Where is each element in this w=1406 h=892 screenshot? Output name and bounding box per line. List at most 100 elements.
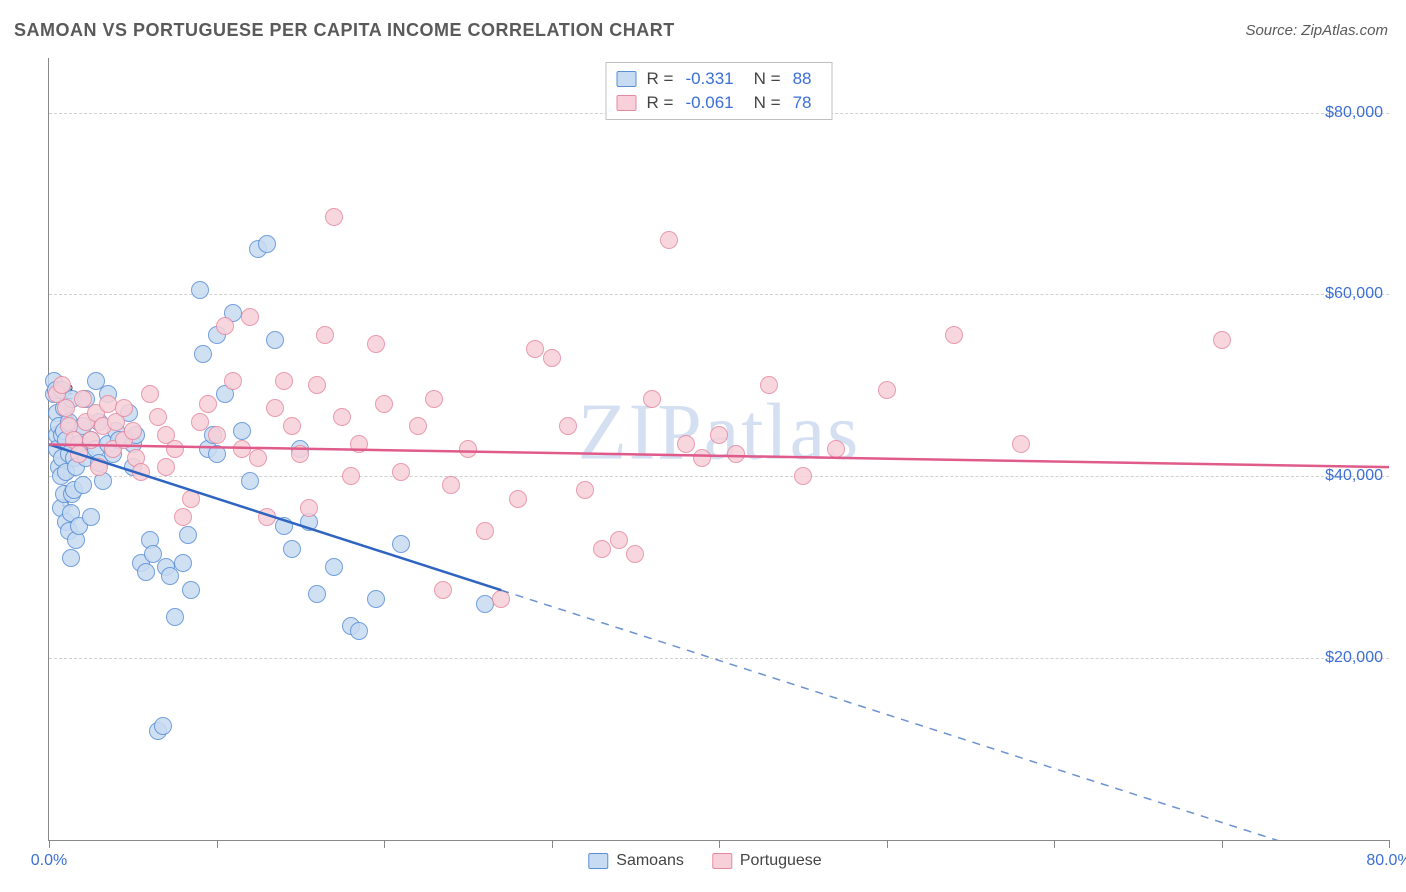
scatter-point xyxy=(459,440,477,458)
scatter-point xyxy=(593,540,611,558)
scatter-point xyxy=(233,422,251,440)
scatter-point xyxy=(182,490,200,508)
scatter-point xyxy=(208,445,226,463)
scatter-point xyxy=(367,590,385,608)
plot-area: ZIPatlas R =-0.331N =88R =-0.061N =78 Sa… xyxy=(48,58,1389,841)
scatter-point xyxy=(291,445,309,463)
scatter-point xyxy=(333,408,351,426)
legend-series-label: Samoans xyxy=(616,852,684,870)
r-value: -0.331 xyxy=(683,67,743,91)
scatter-point xyxy=(693,449,711,467)
scatter-point xyxy=(174,508,192,526)
legend-swatch xyxy=(617,95,637,111)
scatter-point xyxy=(677,435,695,453)
scatter-point xyxy=(194,345,212,363)
scatter-point xyxy=(124,422,142,440)
legend-series-item: Samoans xyxy=(588,852,684,870)
legend-swatch xyxy=(712,853,732,869)
scatter-point xyxy=(166,608,184,626)
scatter-point xyxy=(425,390,443,408)
legend-series-item: Portuguese xyxy=(712,852,822,870)
scatter-point xyxy=(266,399,284,417)
scatter-point xyxy=(191,413,209,431)
scatter-point xyxy=(392,535,410,553)
scatter-point xyxy=(945,326,963,344)
x-tick xyxy=(719,840,720,848)
scatter-point xyxy=(179,526,197,544)
scatter-point xyxy=(241,472,259,490)
scatter-point xyxy=(760,376,778,394)
scatter-point xyxy=(149,408,167,426)
scatter-point xyxy=(99,395,117,413)
scatter-point xyxy=(543,349,561,367)
series-legend: Samoans Portuguese xyxy=(588,852,821,870)
x-tick-label: 80.0% xyxy=(1366,852,1406,870)
chart-title: SAMOAN VS PORTUGUESE PER CAPITA INCOME C… xyxy=(14,20,675,41)
scatter-point xyxy=(199,395,217,413)
scatter-point xyxy=(161,567,179,585)
scatter-points-layer xyxy=(49,58,1389,840)
scatter-point xyxy=(559,417,577,435)
scatter-point xyxy=(308,376,326,394)
scatter-point xyxy=(794,467,812,485)
scatter-point xyxy=(325,558,343,576)
legend-swatch xyxy=(617,71,637,87)
scatter-point xyxy=(82,508,100,526)
scatter-point xyxy=(1213,331,1231,349)
r-value: -0.061 xyxy=(683,91,743,115)
scatter-point xyxy=(308,585,326,603)
scatter-point xyxy=(643,390,661,408)
scatter-point xyxy=(710,426,728,444)
scatter-point xyxy=(233,440,251,458)
scatter-point xyxy=(576,481,594,499)
r-label: R = xyxy=(647,67,674,91)
x-tick xyxy=(1054,840,1055,848)
scatter-point xyxy=(224,372,242,390)
scatter-point xyxy=(141,385,159,403)
scatter-point xyxy=(526,340,544,358)
scatter-point xyxy=(137,563,155,581)
x-tick xyxy=(217,840,218,848)
scatter-point xyxy=(258,508,276,526)
scatter-point xyxy=(375,395,393,413)
scatter-point xyxy=(476,595,494,613)
scatter-point xyxy=(878,381,896,399)
r-label: R = xyxy=(647,91,674,115)
scatter-point xyxy=(300,499,318,517)
n-value: 78 xyxy=(791,91,822,115)
scatter-point xyxy=(442,476,460,494)
scatter-point xyxy=(157,458,175,476)
scatter-point xyxy=(166,440,184,458)
scatter-point xyxy=(53,376,71,394)
scatter-point xyxy=(62,549,80,567)
correlation-legend: R =-0.331N =88R =-0.061N =78 xyxy=(606,62,833,120)
scatter-point xyxy=(115,399,133,417)
scatter-point xyxy=(283,417,301,435)
source-label: Source: ZipAtlas.com xyxy=(1245,22,1388,39)
scatter-point xyxy=(509,490,527,508)
scatter-point xyxy=(342,467,360,485)
scatter-point xyxy=(727,445,745,463)
scatter-point xyxy=(660,231,678,249)
scatter-point xyxy=(132,463,150,481)
x-tick xyxy=(1389,840,1390,848)
scatter-point xyxy=(316,326,334,344)
n-label: N = xyxy=(754,91,781,115)
scatter-point xyxy=(275,372,293,390)
x-tick xyxy=(49,840,50,848)
legend-stat-row: R = -0.061 N = 78 xyxy=(617,91,822,115)
scatter-point xyxy=(610,531,628,549)
scatter-point xyxy=(827,440,845,458)
n-label: N = xyxy=(754,67,781,91)
scatter-point xyxy=(266,331,284,349)
scatter-point xyxy=(208,426,226,444)
scatter-point xyxy=(626,545,644,563)
scatter-point xyxy=(1012,435,1030,453)
scatter-point xyxy=(174,554,192,572)
scatter-point xyxy=(241,308,259,326)
scatter-point xyxy=(434,581,452,599)
scatter-point xyxy=(154,717,172,735)
scatter-point xyxy=(191,281,209,299)
legend-stat-row: R =-0.331N =88 xyxy=(617,67,822,91)
x-tick xyxy=(552,840,553,848)
